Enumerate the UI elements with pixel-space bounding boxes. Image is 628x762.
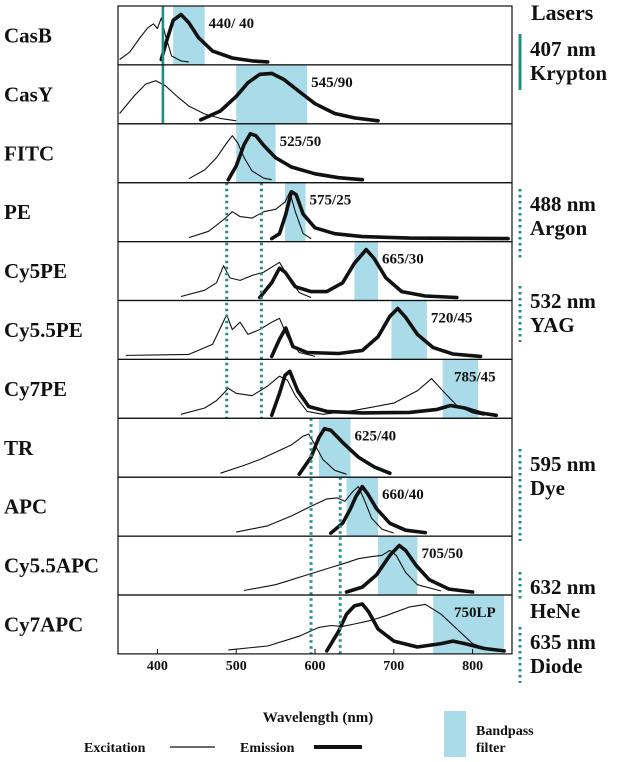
filter-label: 625/40 bbox=[354, 428, 396, 444]
filter-label: 750LP bbox=[454, 605, 496, 621]
panel-frame bbox=[117, 535, 513, 596]
laser-wavelength-label: 595 nm bbox=[530, 452, 596, 476]
laser-type-label: YAG bbox=[530, 313, 575, 337]
x-tick-label: 400 bbox=[147, 659, 168, 674]
legend-bandpass-swatch bbox=[444, 711, 466, 757]
labels-layer: CasB 440/ 40 CasY 545/90 FITC 525/50 PE 575/25 C… bbox=[4, 16, 496, 636]
curves-layer bbox=[119, 12, 510, 653]
legend-excitation-label: Excitation bbox=[84, 741, 146, 756]
filter-label: 785/45 bbox=[454, 369, 496, 385]
emission-curve bbox=[198, 71, 380, 123]
filter-label: 575/25 bbox=[310, 193, 352, 209]
laser-type-label: Argon bbox=[530, 216, 587, 240]
emission-curve bbox=[325, 602, 506, 653]
x-axis-label: Wavelength (nm) bbox=[263, 710, 373, 726]
dye-label: PE bbox=[4, 200, 31, 224]
laser-wavelength-label: 407 nm bbox=[530, 37, 596, 61]
emission-curve bbox=[159, 12, 270, 64]
excitation-curve bbox=[125, 314, 316, 357]
legend-bandpass-label-2: filter bbox=[476, 741, 506, 756]
x-tick-label: 800 bbox=[462, 659, 483, 674]
laser-type-label: Krypton bbox=[530, 61, 607, 85]
panel-frame bbox=[117, 299, 513, 361]
x-tick-label: 500 bbox=[226, 659, 247, 674]
filter-label: 660/40 bbox=[382, 487, 424, 503]
dye-label: CasY bbox=[4, 82, 53, 106]
excitation-curve bbox=[236, 486, 394, 534]
panel-frame bbox=[117, 476, 513, 537]
filter-label: 525/50 bbox=[280, 134, 322, 150]
lasers-title: Lasers bbox=[531, 0, 594, 25]
filter-label: 665/30 bbox=[382, 252, 424, 268]
laser-wavelength-label: 635 nm bbox=[530, 630, 596, 654]
dye-label: Cy5.5APC bbox=[4, 554, 99, 578]
dye-label: CasB bbox=[4, 23, 52, 47]
excitation-curve bbox=[220, 433, 347, 475]
emission-curve bbox=[226, 131, 365, 182]
laser-wavelength-label: 488 nm bbox=[530, 192, 596, 216]
panel-frame bbox=[117, 182, 513, 243]
emission-curve bbox=[269, 369, 498, 418]
excitation-curve bbox=[188, 135, 272, 181]
filter-label: 440/ 40 bbox=[209, 16, 254, 32]
excitation-curve bbox=[119, 17, 189, 63]
excitation-curve bbox=[119, 80, 237, 122]
x-tick-label: 700 bbox=[383, 659, 404, 674]
x-tick-label: 600 bbox=[305, 659, 326, 674]
emission-curve bbox=[297, 426, 392, 476]
excitation-curve bbox=[188, 191, 312, 240]
emission-curve bbox=[344, 543, 475, 594]
dye-label: TR bbox=[4, 436, 34, 460]
emission-curve bbox=[269, 306, 483, 359]
filter-label: 720/45 bbox=[431, 311, 473, 327]
panel-frames-layer bbox=[117, 5, 513, 655]
laser-type-label: Dye bbox=[530, 476, 565, 500]
dye-label: Cy7PE bbox=[4, 377, 67, 401]
dye-label: APC bbox=[4, 495, 47, 519]
excitation-curve bbox=[244, 549, 442, 592]
laser-type-label: Diode bbox=[530, 654, 583, 678]
filter-label: 705/50 bbox=[421, 546, 463, 562]
emission-curve bbox=[269, 189, 510, 241]
filter-label: 545/90 bbox=[311, 75, 353, 91]
emission-curve bbox=[329, 484, 428, 535]
dye-label: Cy5PE bbox=[4, 259, 67, 283]
laser-type-label: HeNe bbox=[530, 599, 580, 623]
laser-wavelength-label: 632 nm bbox=[530, 575, 596, 599]
legend-emission-label: Emission bbox=[240, 741, 295, 756]
dye-label: Cy5.5PE bbox=[4, 318, 83, 342]
dye-label: Cy7APC bbox=[4, 612, 83, 636]
legend-bandpass-label: Bandpass bbox=[476, 724, 534, 739]
excitation-curve bbox=[180, 375, 485, 416]
excitation-curve bbox=[228, 603, 489, 651]
emission-curve bbox=[258, 247, 459, 300]
panel-frame bbox=[117, 64, 513, 125]
dye-label: FITC bbox=[4, 141, 54, 165]
laser-wavelength-label: 532 nm bbox=[530, 289, 596, 313]
